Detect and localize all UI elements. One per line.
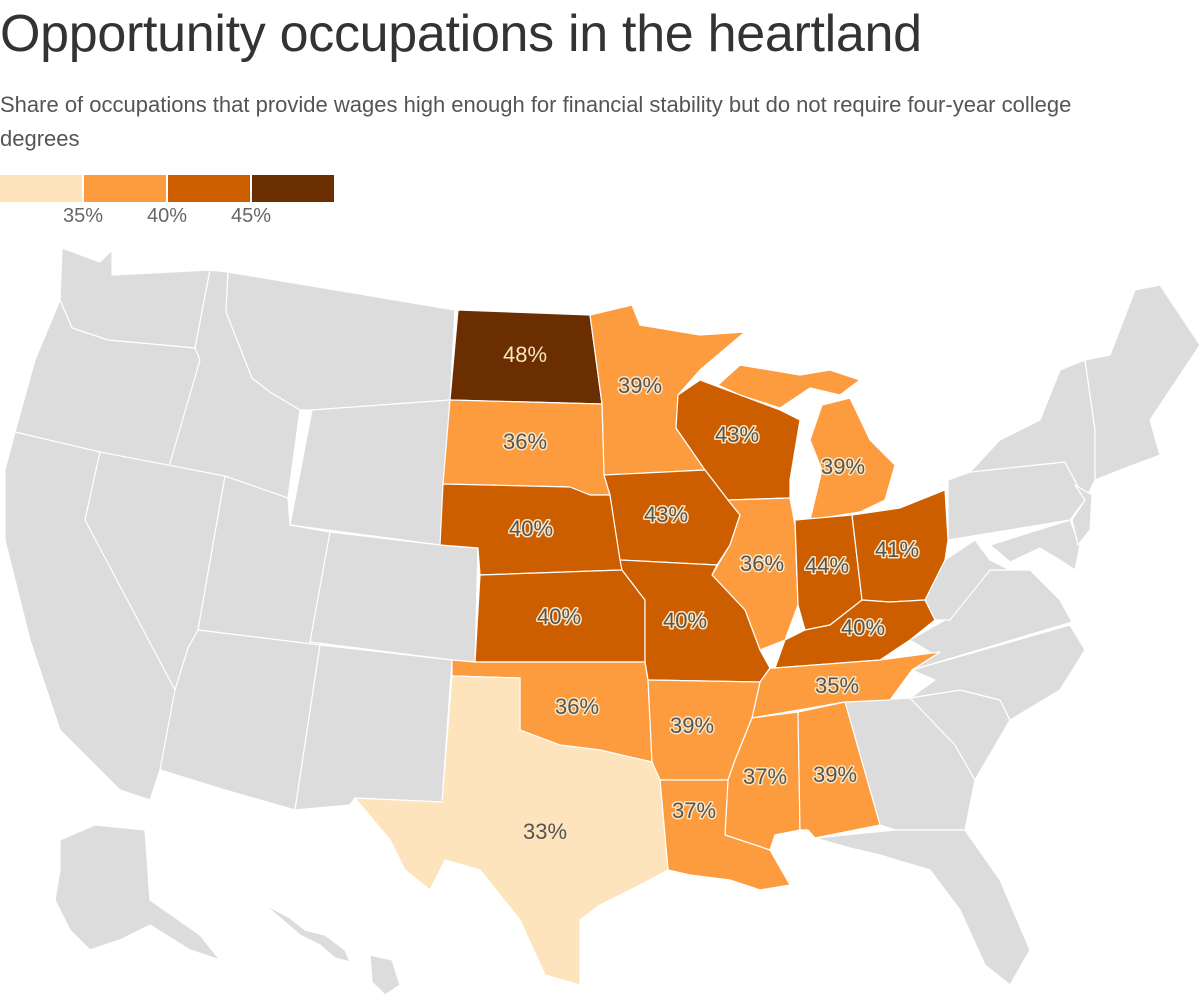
state-fl[interactable] (814, 829, 1031, 986)
state-label-ne: 40% (509, 516, 553, 541)
state-nj[interactable] (1071, 484, 1093, 546)
state-label-ky: 40% (841, 615, 885, 640)
us-choropleth-map: 48% 39% 36% 43% 39% 40% 43% 36% 44% 41% 40% 40% 40% 3… (4, 247, 1200, 996)
state-label-al: 39% (813, 762, 857, 787)
state-tn[interactable] (751, 651, 941, 719)
state-la[interactable] (659, 779, 791, 891)
state-label-ar: 39% (670, 713, 714, 738)
state-label-mo: 40% (663, 608, 707, 633)
legend-tick-45: 45% (230, 205, 272, 227)
state-label-tn: 35% (815, 673, 859, 698)
highlighted-states (354, 304, 949, 986)
state-label-ok: 36% (555, 694, 599, 719)
state-wy[interactable] (289, 399, 451, 546)
legend-tick-40: 40% (146, 205, 188, 227)
chart-subtitle: Share of occupations that provide wages … (0, 92, 1072, 151)
state-wi[interactable] (675, 379, 801, 501)
state-label-nd: 48% (503, 342, 547, 367)
state-ak[interactable] (54, 824, 221, 961)
state-tx[interactable] (354, 675, 669, 986)
state-label-il: 36% (740, 551, 784, 576)
state-al[interactable] (797, 701, 881, 839)
state-co[interactable] (309, 531, 479, 663)
state-label-in: 44% (805, 553, 849, 578)
state-labels: 48% 39% 36% 43% 39% 40% 43% 36% 44% 41% 40% 40% 40% 3… (501, 342, 920, 844)
other-states (4, 247, 1200, 996)
color-legend: 35% 40% 45% (0, 175, 340, 231)
state-label-la: 37% (672, 798, 716, 823)
state-label-sd: 36% (503, 429, 547, 454)
state-mi[interactable] (809, 397, 896, 521)
state-label-wi: 43% (715, 422, 759, 447)
state-mi-upper[interactable] (717, 364, 861, 409)
state-md-de[interactable] (989, 519, 1081, 571)
legend-swatch-3 (168, 175, 250, 202)
state-label-oh: 41% (875, 537, 919, 562)
state-mt[interactable] (225, 271, 456, 411)
legend-tick-35: 35% (62, 205, 104, 227)
state-hi-big[interactable] (369, 954, 401, 996)
state-nm[interactable] (294, 644, 453, 811)
state-nc[interactable] (909, 624, 1086, 721)
state-label-ia: 43% (644, 502, 688, 527)
state-label-ks: 40% (537, 604, 581, 629)
state-label-mn: 39% (618, 373, 662, 398)
chart-title: Opportunity occupations in the heartland (0, 5, 922, 63)
state-new-england[interactable] (1084, 284, 1200, 481)
legend-swatch-4 (252, 175, 334, 202)
state-label-tx: 33% (523, 819, 567, 844)
state-label-mi: 39% (821, 454, 865, 479)
state-label-ms: 37% (743, 764, 787, 789)
state-hi[interactable] (264, 904, 351, 963)
legend-swatch-1 (0, 175, 82, 202)
legend-swatch-2 (84, 175, 166, 202)
state-wv[interactable] (924, 539, 1011, 621)
